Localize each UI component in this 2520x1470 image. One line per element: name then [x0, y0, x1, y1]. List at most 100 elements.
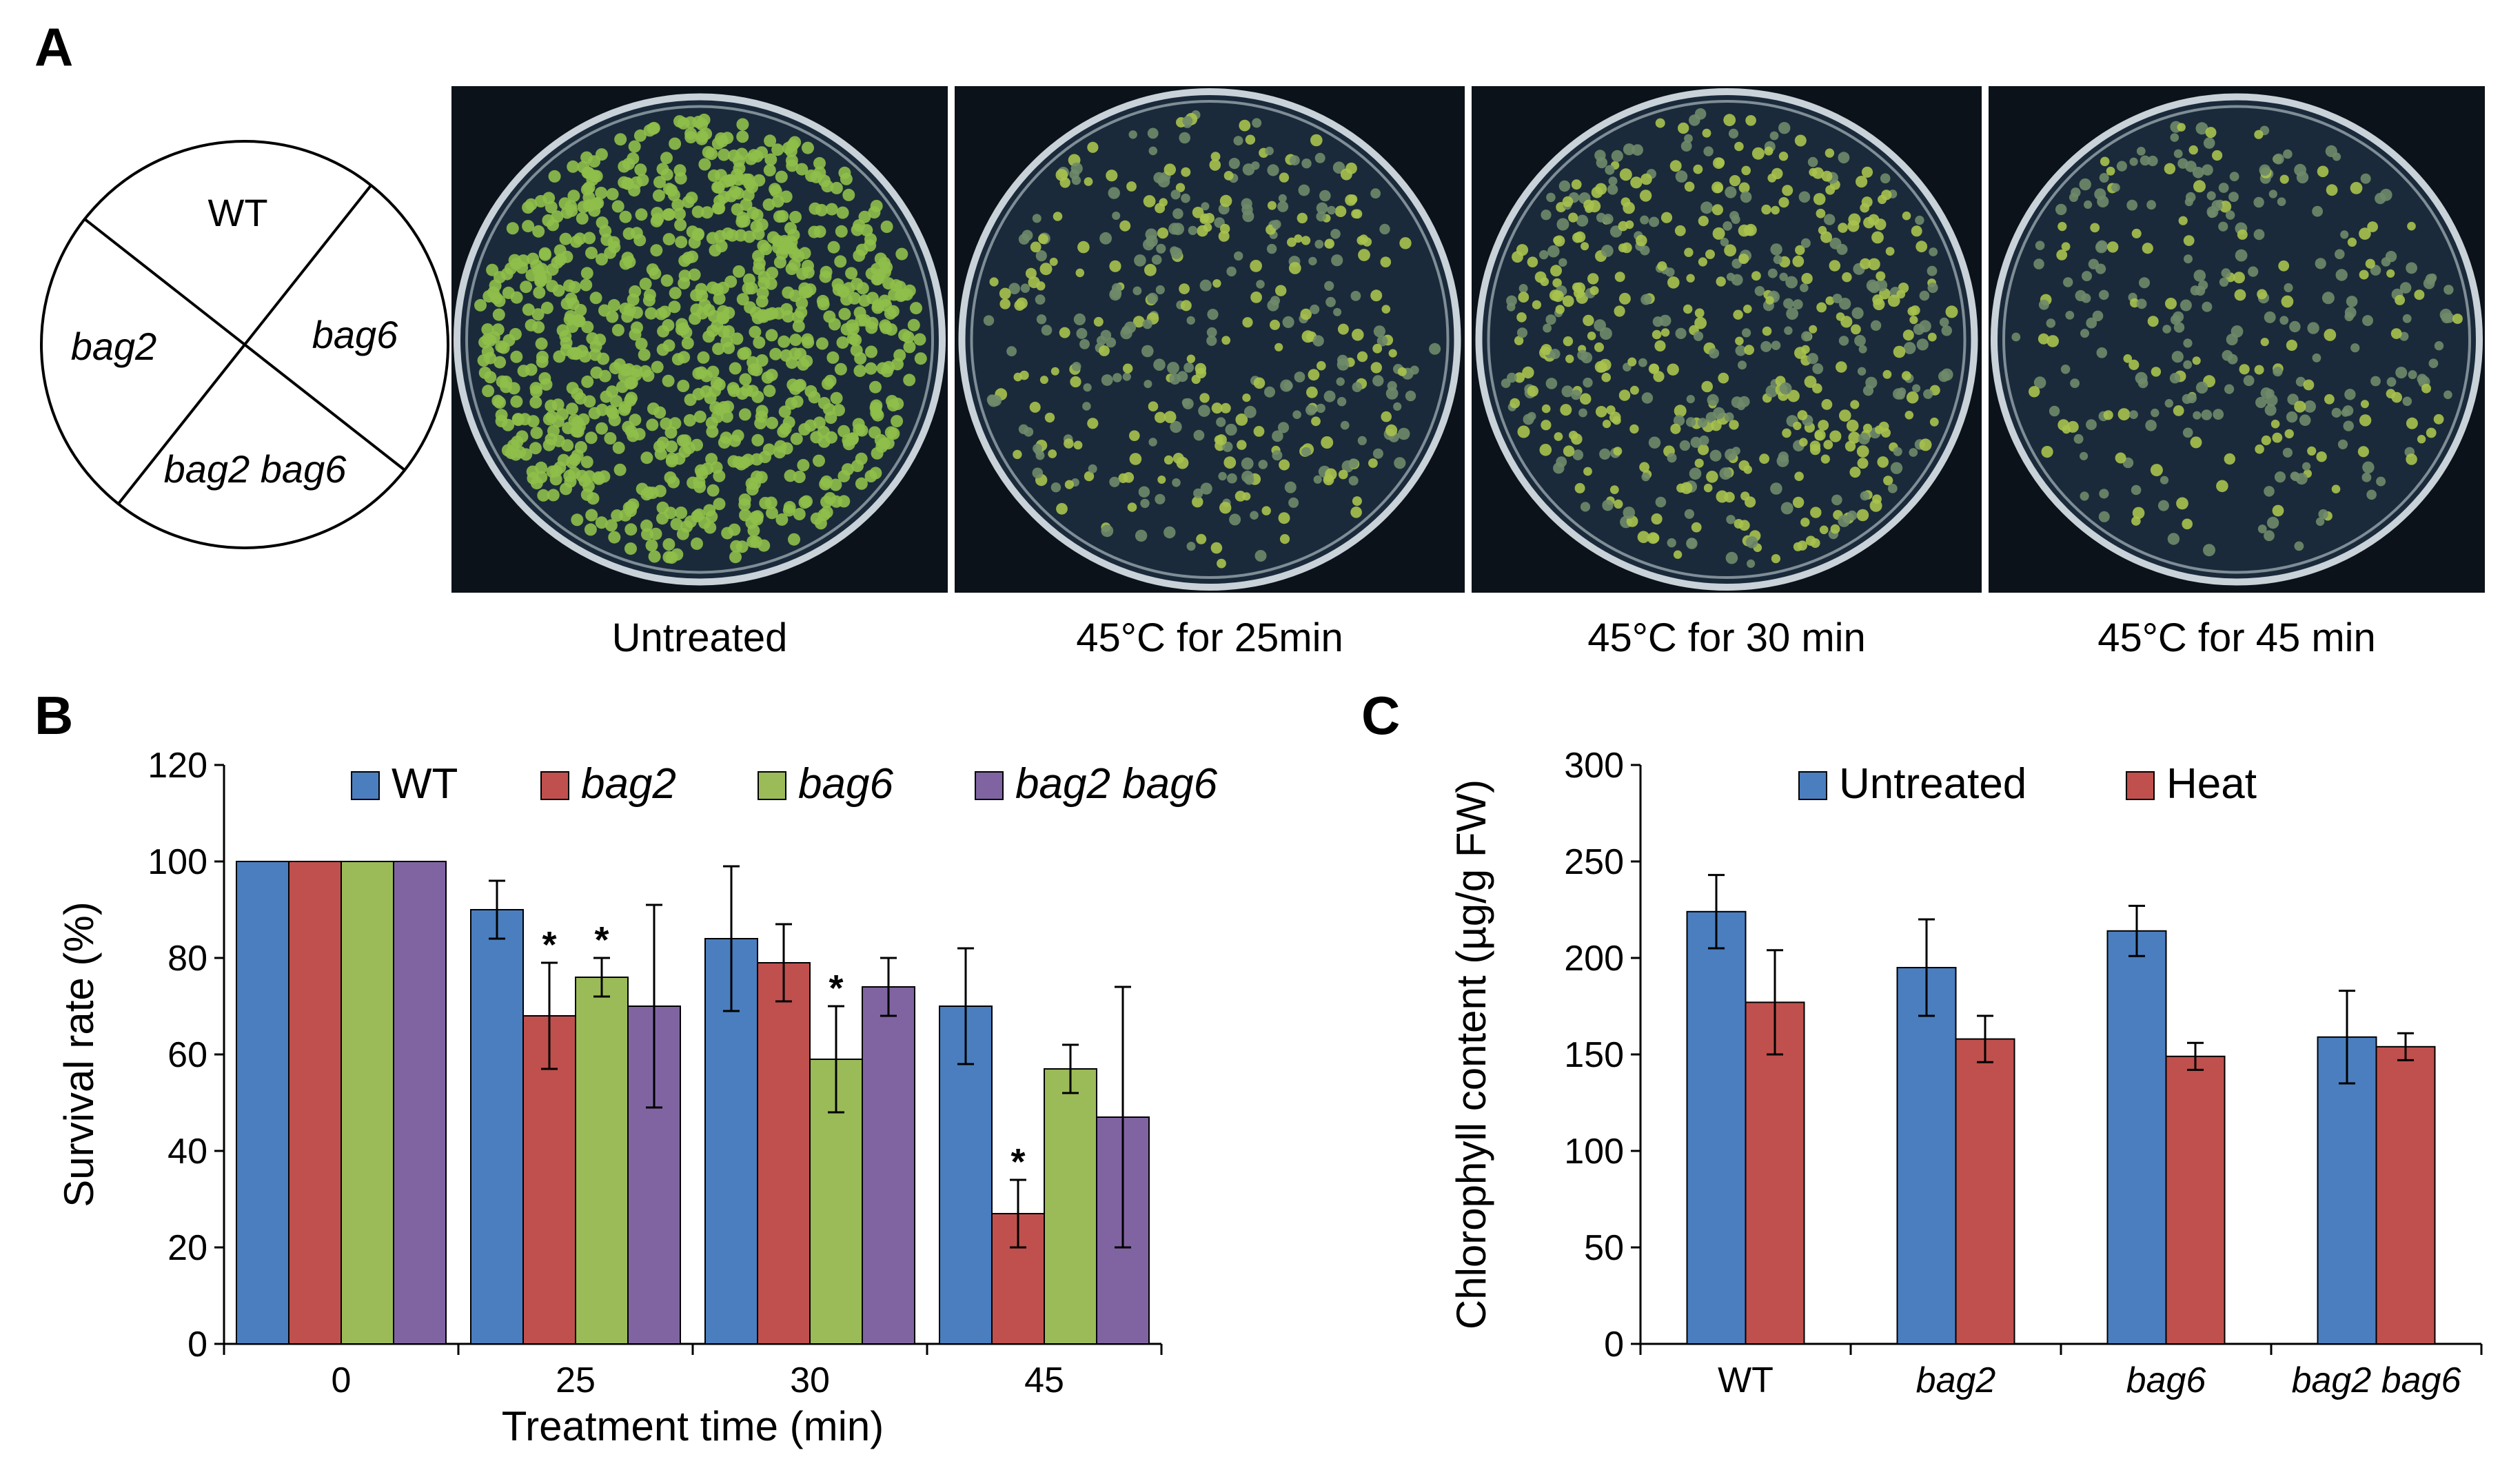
x-tick-label: bag2 — [1916, 1360, 1996, 1400]
error-bar — [880, 957, 897, 1017]
bar — [393, 861, 447, 1345]
error-bar — [2128, 904, 2145, 957]
bar — [470, 909, 524, 1345]
y-tick-label: 150 — [1564, 1035, 1624, 1075]
legend-label: bag6 — [798, 760, 893, 808]
bar — [2317, 1036, 2377, 1345]
x-tick-label: bag6 — [2126, 1360, 2206, 1400]
error-bar — [1767, 949, 1783, 1056]
legend-item: bag6 — [758, 760, 893, 808]
error-bar — [1010, 1178, 1026, 1249]
seedlings — [983, 110, 1441, 569]
seedlings — [1501, 108, 1958, 569]
y-tick-label: 200 — [1564, 939, 1624, 979]
x-axis-title: Treatment time (min) — [502, 1403, 884, 1449]
error-bar — [1062, 1043, 1079, 1094]
photo-caption: 45°C for 45 min — [2097, 615, 2376, 660]
sector-label-bag2: bag2 — [71, 325, 157, 368]
panel-c-letter: C — [1361, 685, 1400, 746]
genotype-layout-diagram: WT bag6 bag2 bag6 bag2 — [40, 140, 449, 549]
bar — [236, 861, 289, 1345]
legend-swatch — [351, 771, 380, 800]
legend-item: bag2 bag6 — [975, 760, 1218, 808]
y-tick-label: 40 — [167, 1132, 207, 1172]
legend-label: WT — [392, 760, 458, 808]
bar — [2165, 1055, 2226, 1345]
bar — [2106, 930, 2167, 1345]
bar — [862, 986, 915, 1345]
plate-photo-3: 45°C for 30 min — [1472, 86, 1982, 660]
y-tick-label: 0 — [1604, 1325, 1624, 1365]
bar — [1044, 1068, 1097, 1345]
error-bar — [541, 961, 558, 1070]
y-tick-label: 80 — [167, 939, 207, 979]
y-tick-label: 20 — [167, 1228, 207, 1268]
legend-item: WT — [351, 760, 458, 808]
bar — [575, 977, 629, 1345]
legend: Untreated Heat — [1798, 760, 2257, 808]
error-bar — [828, 1005, 844, 1114]
panel-b-letter: B — [34, 685, 73, 746]
photo-caption: 45°C for 30 min — [1587, 615, 1866, 660]
petri-dish — [1475, 88, 1978, 591]
error-bar — [489, 879, 505, 940]
sector-label-wt: WT — [207, 191, 267, 234]
legend-swatch — [1798, 771, 1827, 800]
bar — [341, 861, 394, 1345]
y-tick-label: 0 — [187, 1325, 207, 1365]
x-tick-label: 0 — [332, 1360, 352, 1400]
legend-swatch — [540, 771, 569, 800]
chlorophyll-content-chart: 0 50 100 150 200 250 300 WT bag2 bag6 bag2 bag6 Chl… — [1448, 746, 2483, 1400]
error-bar — [1918, 918, 1935, 1017]
legend-item: bag2 — [540, 760, 676, 808]
y-tick-label: 100 — [148, 842, 207, 882]
error-bar — [593, 957, 610, 998]
survival-rate-chart: 0 20 40 60 80 100 120 0 25 30 45 * * * * Treatment time… — [56, 746, 1218, 1449]
petri-dish-rim — [970, 100, 1450, 579]
sector-divider-2 — [116, 183, 373, 506]
y-axis-title: Survival rate (%) — [56, 901, 102, 1207]
error-bar — [2187, 1041, 2204, 1071]
x-tick-label: bag2 bag6 — [2292, 1360, 2461, 1400]
bar — [757, 962, 811, 1345]
y-tick-label: 120 — [148, 746, 207, 786]
bar — [2375, 1045, 2436, 1345]
sector-label-bag6: bag6 — [312, 313, 398, 356]
legend-swatch — [758, 771, 786, 800]
error-bar — [1977, 1014, 1993, 1063]
y-tick-label: 50 — [1584, 1228, 1624, 1268]
seedlings — [474, 113, 927, 564]
legend-swatch — [2126, 771, 2155, 800]
bar — [1955, 1038, 2015, 1345]
significance-mark: * — [542, 924, 556, 966]
error-bar — [1115, 986, 1131, 1249]
legend-item: Heat — [2126, 760, 2257, 808]
significance-mark: * — [594, 919, 609, 961]
plate-photo-4: 45°C for 45 min — [1989, 86, 2485, 660]
x-tick-label: 25 — [556, 1360, 596, 1400]
y-axis-title: Chlorophyll content (µg/g FW) — [1448, 779, 1494, 1329]
significance-mark: * — [1010, 1141, 1025, 1183]
petri-dish-rim — [465, 105, 934, 574]
sector-label-bag2-bag6: bag2 bag6 — [164, 447, 347, 491]
panel-a-letter: A — [34, 17, 73, 77]
error-bar — [646, 904, 662, 1109]
x-tick-label: WT — [1718, 1360, 1774, 1400]
error-bar — [1708, 874, 1725, 950]
legend-label: Untreated — [1839, 760, 2026, 808]
legend-swatch — [975, 771, 1004, 800]
bar — [1686, 910, 1747, 1345]
legend-label: Heat — [2166, 760, 2257, 808]
error-bar — [2397, 1032, 2414, 1061]
plate-photos: Untreated 45°C for 25min 45°C for 30 min 45… — [451, 86, 2485, 660]
error-bar — [957, 947, 974, 1065]
seedlings — [2011, 121, 2463, 557]
y-tick-label: 60 — [167, 1035, 207, 1075]
error-bar — [775, 923, 792, 1003]
photo-caption: Untreated — [612, 615, 788, 660]
legend: WT bag2 bag6 bag2 bag6 — [351, 760, 1218, 808]
legend-label: bag2 bag6 — [1015, 760, 1218, 808]
legend-label: bag2 — [581, 760, 676, 808]
error-bar — [723, 865, 740, 1012]
